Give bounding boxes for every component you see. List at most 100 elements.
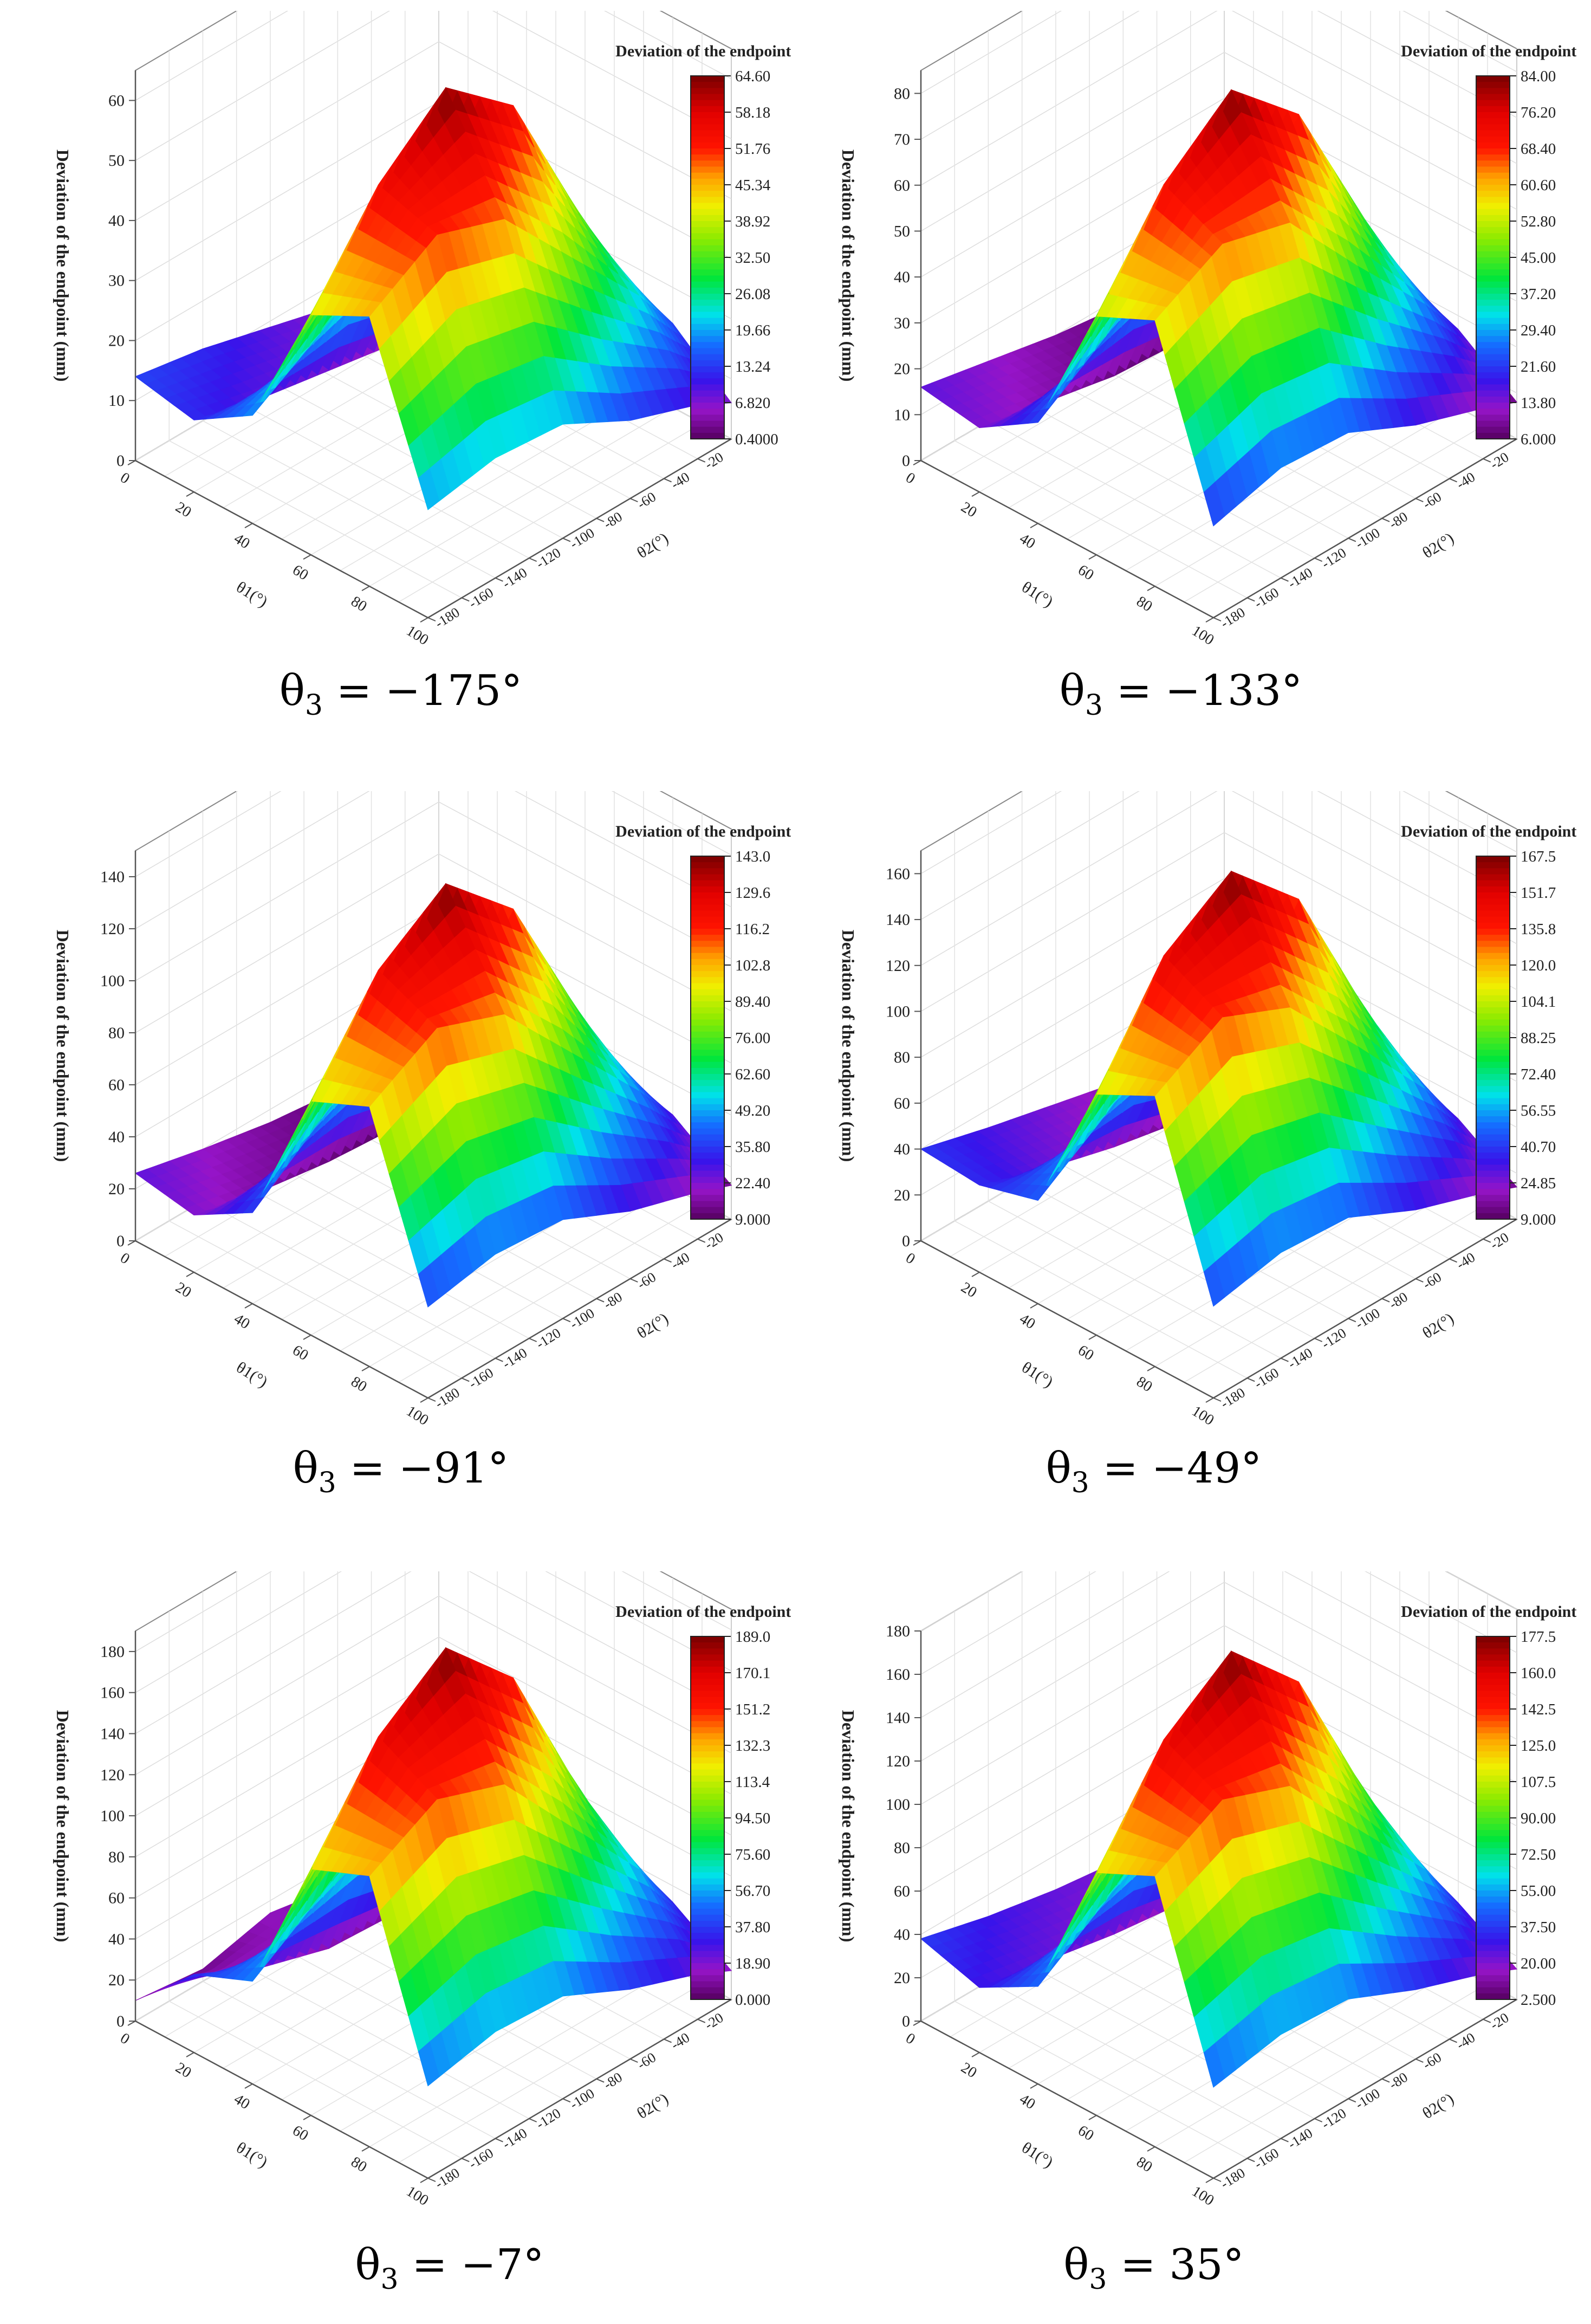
surface-mesh <box>135 1647 732 2087</box>
colorbar-tick-label: 45.00 <box>1521 249 1556 267</box>
colorbar-tick-label: 64.60 <box>735 68 770 85</box>
colorbar-tick-label: 113.4 <box>735 1773 770 1791</box>
x-axis-title: θ1(°) <box>1018 2139 1056 2172</box>
colorbar-tick-label: 72.50 <box>1521 1846 1556 1863</box>
y-axis-title: θ2(°) <box>634 2090 672 2123</box>
colorbar-tick-label: 167.5 <box>1521 848 1556 865</box>
z-tick-label: 160 <box>886 1666 910 1684</box>
colorbar-tick-label: 88.25 <box>1521 1030 1556 1047</box>
caption-1: θ3 = −175° <box>279 666 523 722</box>
z-tick-label: 100 <box>886 1002 910 1020</box>
y-axis-title: θ2(°) <box>1419 529 1457 562</box>
colorbar-tick-label: 40.70 <box>1521 1138 1556 1156</box>
colorbar-tick-label: 129.6 <box>735 884 770 902</box>
colorbar-tick-label: 37.50 <box>1521 1919 1556 1936</box>
z-axis-title: Deviation of the endpoint (mm) <box>53 150 73 381</box>
x-axis-title: θ1(°) <box>233 578 271 611</box>
x-tick-label: 40 <box>231 1310 252 1332</box>
colorbar-tick-label: 132.3 <box>735 1737 770 1755</box>
z-tick-label: 40 <box>894 1141 910 1158</box>
surface-chart-4: 0 20 40 60 80 100 120 140 160 0 20 40 60 80 100 -20 -40-… <box>796 791 1576 1430</box>
z-tick-label: 120 <box>100 1766 125 1784</box>
colorbar-tick-label: 32.50 <box>735 249 770 267</box>
z-tick-label: 20 <box>894 1186 910 1204</box>
colorbar: Deviation of the endpoint (mm) 189.0 170.1… <box>615 1603 791 2009</box>
x-tick-label: 0 <box>902 2030 918 2048</box>
y-axis-line <box>427 1998 732 2179</box>
x-axis-title: θ1(°) <box>233 2139 271 2172</box>
x-tick-label: 40 <box>1016 2090 1038 2113</box>
colorbar-tick-label: 89.40 <box>735 993 770 1011</box>
z-tick-label: 20 <box>894 1969 910 1987</box>
x-tick-label: 100 <box>1189 2183 1217 2210</box>
colorbar-tick-label: 52.80 <box>1521 213 1556 230</box>
colorbar-tick-label: 72.40 <box>1521 1066 1556 1083</box>
colorbar-tick-label: 26.08 <box>735 286 770 303</box>
y-axis-title: θ2(°) <box>1419 2090 1457 2123</box>
colorbar-tick-label: 116.2 <box>735 921 770 938</box>
z-tick-label: 70 <box>894 131 910 148</box>
surface-mesh <box>134 87 732 510</box>
z-tick-label: 160 <box>886 865 910 883</box>
z-tick-label: 40 <box>108 1128 125 1146</box>
z-tick-label: 40 <box>108 212 125 230</box>
z-tick-label: 20 <box>108 1180 125 1198</box>
colorbar-tick-label: 21.60 <box>1521 358 1556 376</box>
y-axis-title: θ2(°) <box>1419 1310 1457 1343</box>
x-tick-label: 100 <box>403 2183 431 2210</box>
y-axis-line <box>1213 1998 1517 2179</box>
colorbar-tick-label: 90.00 <box>1521 1810 1556 1827</box>
x-tick-label: 60 <box>1075 561 1096 584</box>
x-axis-line <box>135 459 428 619</box>
caption-3: θ3 = −91° <box>293 1444 509 1499</box>
z-tick-label: 60 <box>108 1889 125 1907</box>
colorbar-tick-label: 37.20 <box>1521 286 1556 303</box>
colorbar-tick-label: 151.2 <box>735 1701 770 1718</box>
z-tick-label: 20 <box>108 1971 125 1989</box>
surface-chart-3: 0 20 40 60 80 100 120 140 0 20 40 60 80 100 -20 -40 -60-… <box>11 791 791 1430</box>
x-tick-label: 20 <box>172 2059 194 2081</box>
y-axis-line <box>427 438 732 619</box>
colorbar-tick-label: 76.00 <box>735 1030 770 1047</box>
x-axis-line <box>135 2020 428 2179</box>
x-tick-label: 100 <box>403 623 431 649</box>
surface-chart-5: 0 20 40 60 80 100 120 140 160 180 0 20 40 60 80 100 -20-… <box>11 1571 791 2211</box>
z-tick-label: 100 <box>886 1796 910 1814</box>
x-tick-label: 0 <box>117 1250 132 1268</box>
caption-5: θ3 = −7° <box>355 2241 544 2296</box>
x-tick-label: 80 <box>348 2153 369 2176</box>
x-axis-title: θ1(°) <box>1018 1358 1056 1391</box>
x-tick-label: 60 <box>1075 1342 1096 1364</box>
colorbar-tick-label: 75.60 <box>735 1846 770 1863</box>
x-tick-label: 60 <box>289 561 311 584</box>
z-tick-label: 0 <box>902 452 910 470</box>
colorbar-tick-label: 6.000 <box>1521 431 1556 448</box>
x-axis-title: θ1(°) <box>1018 578 1056 611</box>
colorbar: Deviation of the endpoint (mm) 84.00 76.20… <box>1401 42 1576 448</box>
colorbar-tick-label: 107.5 <box>1521 1773 1556 1791</box>
z-tick-label: 50 <box>894 222 910 240</box>
colorbar-tick-label: 94.50 <box>735 1810 770 1827</box>
y-axis-line <box>1213 438 1517 619</box>
x-tick-label: 0 <box>117 469 132 488</box>
x-tick-label: 80 <box>348 1373 369 1395</box>
z-tick-label: 60 <box>894 1882 910 1900</box>
z-tick-label: 50 <box>108 152 125 170</box>
z-tick-label: 0 <box>116 1232 125 1250</box>
colorbar-tick-label: 0.4000 <box>735 431 778 448</box>
colorbar-tick-label: 20.00 <box>1521 1955 1556 1972</box>
z-tick-label: 60 <box>894 1095 910 1112</box>
z-axis-title: Deviation of the endpoint (mm) <box>839 930 858 1162</box>
z-tick-label: 140 <box>100 1725 125 1743</box>
colorbar-tick-label: 2.500 <box>1521 1991 1556 2009</box>
colorbar-tick-label: 62.60 <box>735 1066 770 1083</box>
x-tick-label: 0 <box>117 2030 132 2048</box>
colorbar-tick-label: 142.5 <box>1521 1701 1556 1718</box>
colorbar-title: Deviation of the endpoint (mm) <box>1401 823 1576 840</box>
x-tick-label: 40 <box>1016 1310 1038 1332</box>
colorbar-tick-label: 177.5 <box>1521 1628 1556 1646</box>
surface-mesh <box>134 883 732 1308</box>
y-axis-title: θ2(°) <box>634 1310 672 1343</box>
x-axis-line <box>920 1240 1214 1399</box>
colorbar-tick-label: 58.18 <box>735 104 770 121</box>
